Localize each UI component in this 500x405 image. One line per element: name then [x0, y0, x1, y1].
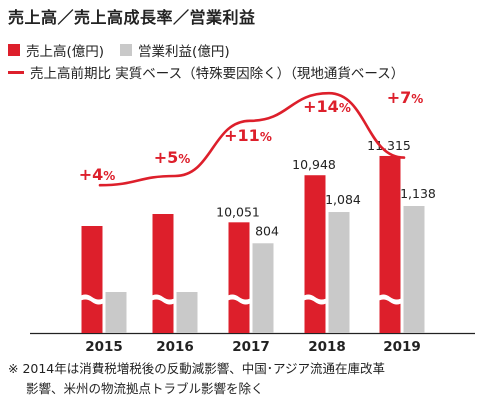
legend-swatch-operating-profit — [120, 44, 133, 56]
profit-value-label-2019: 1,138 — [400, 186, 436, 201]
legend-bars: 売上高(億円) 営業利益(億円) — [8, 40, 230, 60]
legend-swatch-growth — [8, 70, 24, 74]
legend-label-operating-profit: 営業利益(億円) — [138, 44, 230, 60]
x-tick-label-2019: 2019 — [383, 339, 421, 355]
x-tick-label-2017: 2017 — [232, 339, 270, 355]
growth-line — [98, 91, 406, 187]
sales-bar-2015 — [81, 226, 103, 333]
x-tick-label-2016: 2016 — [156, 339, 194, 355]
footnote: ※ 2014年は消費税増税後の反動減影響、中国･アジア流通在庫改革 影響、米州の… — [8, 359, 385, 399]
profit-value-label-2018: 1,084 — [325, 192, 361, 207]
profit-bar-2015 — [105, 292, 127, 333]
axis-break-mark-2018 — [301, 294, 329, 305]
profit-bar-2016 — [176, 292, 198, 333]
sales-bar-2016 — [152, 214, 174, 333]
footnote-line-1: ※ 2014年は消費税増税後の反動減影響、中国･アジア流通在庫改革 — [8, 361, 386, 376]
sales-value-label-2019: 11,315 — [367, 138, 411, 153]
x-tick-label-2015: 2015 — [85, 339, 123, 355]
legend-label-growth: 売上高前期比 実質ベース（特殊要因除く）（現地通貨ベース） — [30, 66, 405, 82]
axis-break-mark-2015 — [78, 294, 106, 305]
growth-label-2016: +5% — [154, 148, 191, 167]
axis-break-mark-2019 — [376, 294, 404, 305]
growth-label-2017: +11% — [224, 126, 272, 145]
growth-label-2018: +14% — [303, 97, 351, 116]
profit-value-label-2017: 804 — [255, 223, 279, 238]
sales-value-label-2018: 10,948 — [292, 157, 336, 172]
footnote-line-2: 影響、米州の物流拠点トラブル影響を除く — [26, 381, 264, 396]
sales-bar-2018 — [304, 175, 326, 333]
profit-bar-2018 — [328, 212, 350, 333]
growth-label-2019: +7% — [387, 88, 424, 107]
legend-line: 売上高前期比 実質ベース（特殊要因除く）（現地通貨ベース） — [8, 62, 404, 82]
profit-bar-2019 — [403, 206, 425, 333]
legend-swatch-sales — [8, 44, 20, 56]
chart-title: 売上高／売上高成長率／営業利益 — [8, 8, 256, 27]
growth-label-2015: +4% — [79, 165, 116, 184]
x-tick-label-2018: 2018 — [308, 339, 346, 355]
legend-label-sales: 売上高(億円) — [26, 44, 105, 60]
sales-value-label-2017: 10,051 — [216, 204, 260, 219]
axis-break-mark-2017 — [225, 294, 253, 305]
profit-bar-2017 — [252, 243, 274, 333]
axis-break-mark-2016 — [149, 294, 177, 305]
sales-bar-2019 — [379, 155, 401, 333]
sales-bar-2017 — [228, 222, 250, 333]
